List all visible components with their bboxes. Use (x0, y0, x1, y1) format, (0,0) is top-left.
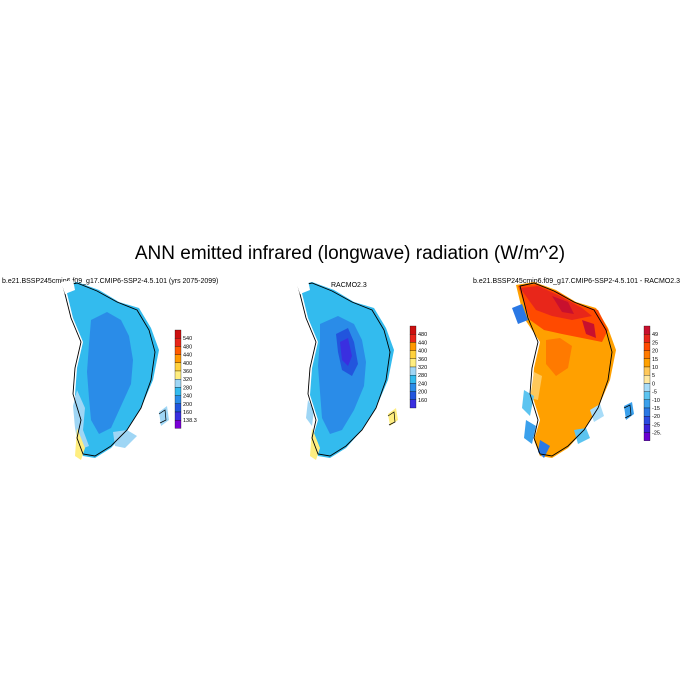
colorbar-label: 10 (652, 365, 658, 371)
colorbar-swatch (643, 375, 651, 384)
colorbar-swatch (409, 391, 417, 400)
colorbar-swatch (643, 416, 651, 425)
colorbar-label: 400 (418, 349, 427, 355)
colorbar-swatch (174, 370, 182, 380)
colorbar-label: 0 (652, 381, 655, 387)
colorbar-swatch (643, 383, 651, 392)
colorbar-label: -20 (652, 414, 660, 420)
colorbar-model: 540 480 440 400 360 320 280 240 200 160 138.3 (174, 329, 197, 429)
colorbar-swatch (174, 379, 182, 388)
panel-title-diff: b.e21.BSSP245cmip6.f09_g17.CMIP6-SSP2-4.… (473, 278, 680, 285)
colorbar-label: 5 (652, 373, 655, 379)
colorbar-swatch (643, 407, 651, 417)
colorbar-swatch (174, 338, 182, 347)
greenland-map-model (61, 280, 169, 460)
colorbar-swatch (409, 366, 417, 376)
colorbar-swatch (643, 325, 651, 335)
panel-title-model: b.e21.BSSP245cmip6.f09_g17.CMIP6-SSP2-4.… (2, 278, 219, 285)
colorbar-label: 440 (183, 353, 192, 359)
colorbar-swatch (409, 325, 417, 335)
colorbar-swatch (174, 346, 182, 355)
colorbar-label: 25 (652, 340, 658, 346)
colorbar-label: 360 (418, 357, 427, 363)
colorbar-label: 480 (183, 344, 192, 350)
figure-title: ANN emitted infrared (longwave) radiatio… (134, 243, 566, 264)
colorbar-label: 49 (652, 332, 658, 338)
colorbar-swatch (409, 383, 417, 392)
colorbar-swatch (174, 395, 182, 404)
colorbar-label: 400 (183, 361, 192, 367)
colorbar-label: 15 (652, 357, 658, 363)
greenland-map-obs (296, 280, 398, 460)
colorbar-obs: 480 440 400 360 320 280 240 200 160 (409, 325, 427, 409)
colorbar-label: 440 (418, 340, 427, 346)
colorbar-swatch (174, 362, 182, 372)
colorbar-label: 200 (183, 402, 192, 408)
colorbar-swatch (643, 350, 651, 359)
colorbar-swatch (174, 411, 182, 421)
map-panel-obs: 480 440 400 360 320 280 240 200 160 (296, 280, 427, 460)
colorbar-swatch (643, 366, 651, 376)
colorbar-swatch (643, 334, 651, 343)
colorbar-swatch (174, 329, 182, 339)
panel-title-obs: RACMO2.3 (331, 282, 367, 289)
colorbar-label: -25 (652, 422, 660, 428)
greenland-map-diff (512, 282, 634, 458)
colorbar-label: 240 (418, 381, 427, 387)
colorbar-swatch (174, 387, 182, 396)
colorbar-label: -25.11 (652, 431, 662, 437)
colorbar-label: -10 (652, 398, 660, 404)
colorbar-label: 240 (183, 394, 192, 400)
colorbar-label: 138.3 (183, 418, 197, 424)
colorbar-label: 160 (418, 398, 427, 404)
map-panel-model: 540 480 440 400 360 320 280 240 200 160 138.3 (61, 280, 197, 460)
colorbar-label: 280 (418, 373, 427, 379)
colorbar-swatch (174, 354, 182, 363)
colorbar-label: 20 (652, 349, 658, 355)
colorbar-label: 480 (418, 332, 427, 338)
colorbar-diff: 49 25 20 15 10 5 0 -5 -10 -15 -20 -25 -25.11 (643, 325, 662, 441)
colorbar-swatch (643, 399, 651, 409)
colorbar-swatch (643, 391, 651, 400)
colorbar-swatch (409, 342, 417, 351)
colorbar-swatch (409, 358, 417, 368)
colorbar-swatch (643, 424, 651, 433)
colorbar-swatch (174, 403, 182, 413)
colorbar-label: 320 (183, 377, 192, 383)
colorbar-swatch (643, 342, 651, 351)
colorbar-label: 160 (183, 410, 192, 416)
colorbar-label: 200 (418, 390, 427, 396)
colorbar-swatch (409, 375, 417, 384)
colorbar-label: -5 (652, 390, 657, 396)
colorbar-label: 540 (183, 336, 192, 342)
colorbar-label: 280 (183, 385, 192, 391)
map-panel-diff: 49 25 20 15 10 5 0 -5 -10 -15 -20 -25 -25.11 (512, 282, 662, 458)
colorbar-swatch (643, 432, 651, 441)
colorbar-swatch (409, 399, 417, 409)
colorbar-swatch (409, 350, 417, 359)
colorbar-label: -15 (652, 406, 660, 412)
colorbar-swatch (643, 358, 651, 368)
colorbar-label: 360 (183, 369, 192, 375)
colorbar-swatch (409, 334, 417, 343)
colorbar-label: 320 (418, 365, 427, 371)
colorbar-swatch (174, 420, 182, 429)
